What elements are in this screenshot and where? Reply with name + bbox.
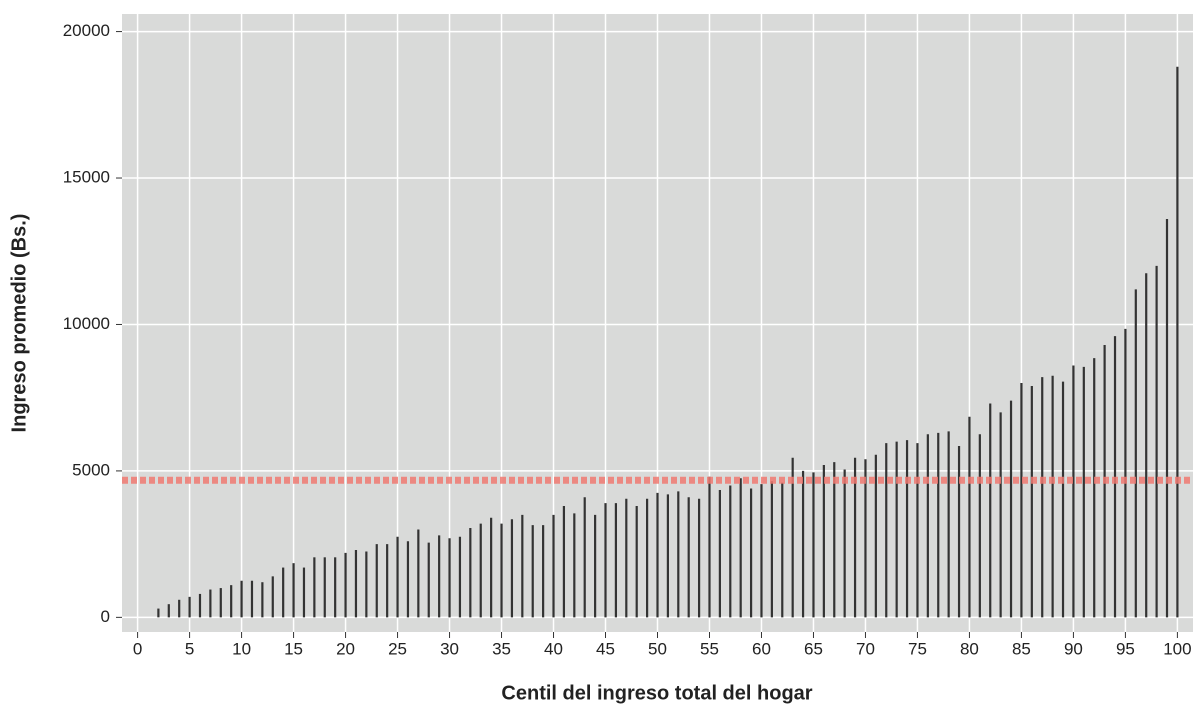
x-tick-label: 95 [1116,639,1135,658]
y-tick-label: 0 [101,607,110,626]
x-tick-label: 20 [336,639,355,658]
y-tick-label: 20000 [63,21,110,40]
x-tick-label: 80 [960,639,979,658]
y-axis-label: Ingreso promedio (Bs.) [8,214,30,433]
x-tick-label: 65 [804,639,823,658]
x-tick-label: 10 [232,639,251,658]
x-tick-label: 35 [492,639,511,658]
x-tick-label: 100 [1163,639,1191,658]
y-tick-label: 15000 [63,168,110,187]
x-tick-label: 0 [133,639,142,658]
x-tick-label: 55 [700,639,719,658]
y-tick-label: 5000 [72,460,110,479]
x-tick-label: 45 [596,639,615,658]
x-tick-label: 75 [908,639,927,658]
x-tick-label: 50 [648,639,667,658]
x-axis-label: Centil del ingreso total del hogar [501,682,812,704]
x-tick-label: 70 [856,639,875,658]
y-tick-label: 10000 [63,314,110,333]
x-tick-label: 85 [1012,639,1031,658]
x-tick-label: 30 [440,639,459,658]
x-tick-label: 60 [752,639,771,658]
x-tick-label: 90 [1064,639,1083,658]
x-tick-label: 25 [388,639,407,658]
x-tick-label: 40 [544,639,563,658]
x-tick-label: 15 [284,639,303,658]
x-tick-label: 5 [185,639,194,658]
